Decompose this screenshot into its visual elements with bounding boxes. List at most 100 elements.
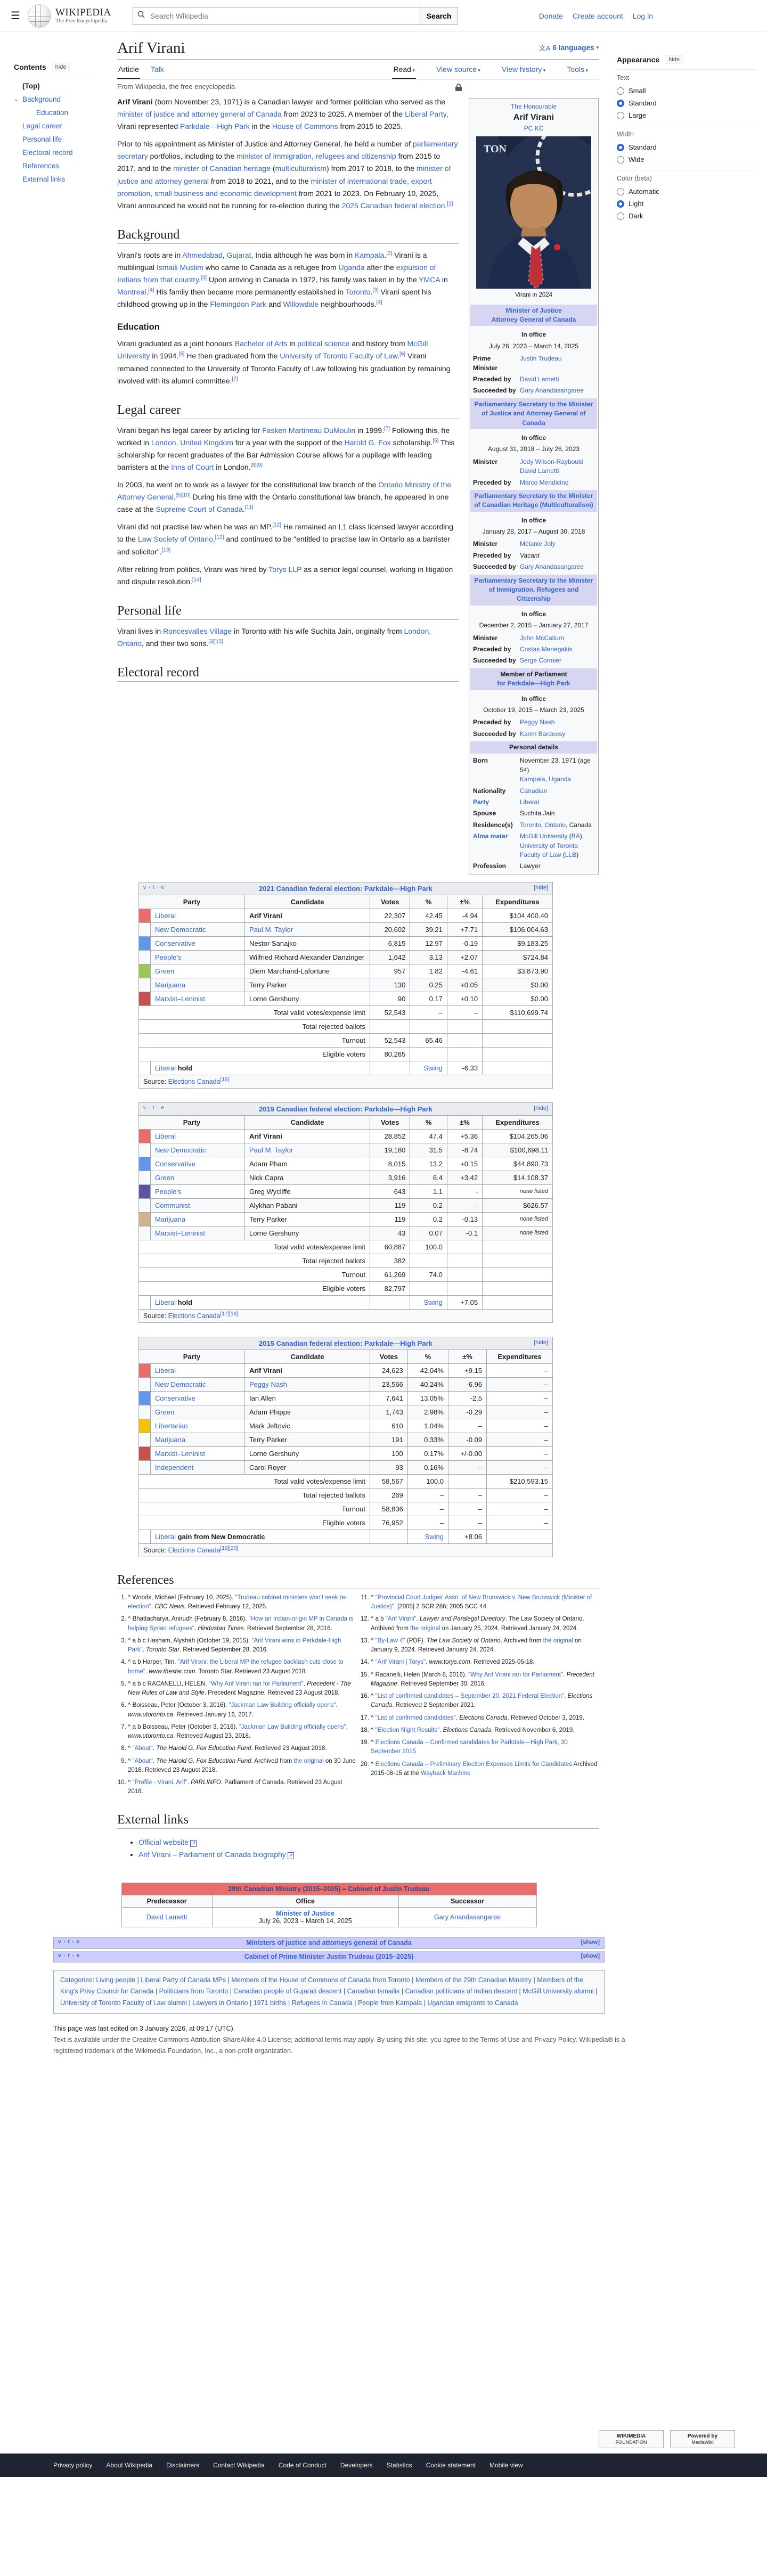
search-input[interactable] [149,11,420,21]
category-link[interactable]: Politicians from Toronto [159,1988,229,1996]
reference-item[interactable]: ^ "Arif Virani | Torys". www.torys.com. … [371,1658,599,1667]
party-link[interactable]: New Democratic [155,1380,206,1388]
view-tab[interactable]: View source ▾ [436,65,481,73]
radio-icon[interactable] [617,200,624,208]
party-link[interactable]: Marxist–Leninist [155,994,205,1003]
radio-option[interactable]: Wide [617,153,757,166]
article-tab[interactable]: Article [117,61,140,79]
toc-item[interactable]: ⌄ References [14,159,96,173]
wikimedia-foundation-badge[interactable]: WIKIMEDIA FOUNDATION [599,2430,664,2449]
radio-icon[interactable] [617,99,624,107]
footer-link[interactable]: Mobile view [489,2461,523,2469]
reference-item[interactable]: ^ a b "Arif Virani". Lawyer and Paralega… [371,1615,599,1633]
radio-option[interactable]: Dark [617,210,757,222]
category-link[interactable]: Members of the House of Commons of Canad… [231,1976,410,1984]
party-link[interactable]: Green [155,1173,175,1182]
header-link[interactable]: Create account [572,11,623,20]
reference-item[interactable]: ^ Racanelli, Helen (March 8, 2016). "Why… [371,1671,599,1689]
category-link[interactable]: Members of the 29th Canadian Ministry [415,1976,532,1984]
navbox-title[interactable]: Ministers of justice and attorneys gener… [246,1939,412,1947]
hold-party-link[interactable]: Liberal [155,1532,176,1541]
reference-item[interactable]: ^ "About". The Harold G. Fox Education F… [128,1757,356,1776]
party-link[interactable]: Liberal [155,1132,176,1140]
party-link[interactable]: Liberal [155,911,176,920]
view-tab[interactable]: Tools ▾ [567,65,588,73]
infobox-postnominals[interactable]: PC KC [524,124,544,132]
reference-item[interactable]: ^ "List of confirmed candidates – Septem… [371,1692,599,1711]
powered-by-mediawiki-badge[interactable]: Powered by MediaWiki [670,2430,735,2449]
toc-item[interactable]: ⌄ External links [14,173,96,186]
languages-button[interactable]: 文A 6 languages ▾ [539,43,599,53]
footer-link[interactable]: Developers [340,2461,373,2469]
footer-link[interactable]: Disclaimers [166,2461,200,2469]
radio-option[interactable]: Standard [617,97,757,109]
party-link[interactable]: Marijuana [155,980,186,989]
radio-option[interactable]: Large [617,109,757,121]
search-bar[interactable] [132,6,420,25]
navbox-title[interactable]: Cabinet of Prime Minister Justin Trudeau… [244,1953,414,1961]
party-link[interactable]: Conservative [155,1159,195,1168]
hold-party-link[interactable]: Liberal [155,1298,176,1306]
category-link[interactable]: Members of the King's Privy Council for … [60,1976,584,1996]
footer-link[interactable]: Cookie statement [426,2461,476,2469]
vte-links[interactable]: v · t · e [58,1953,80,1959]
portrait-photo[interactable]: TON [476,136,591,289]
category-link[interactable]: University of Toronto Faculty of Law alu… [60,1999,187,2007]
show-toggle[interactable]: [show] [581,1953,600,1960]
category-link[interactable]: Canadian people of Gujarati descent [233,1988,342,1996]
party-link[interactable]: New Democratic [155,925,206,934]
footer-link[interactable]: Privacy policy [53,2461,93,2469]
show-toggle[interactable]: [show] [581,1939,600,1946]
category-link[interactable]: Refugees in Canada [291,1999,353,2007]
radio-option[interactable]: Small [617,85,757,97]
category-link[interactable]: Lawyers in Ontario [192,1999,248,2007]
radio-icon[interactable] [617,87,624,95]
reference-item[interactable]: ^ Bhattacharya, Anirudh (February 8, 201… [128,1615,356,1633]
toc-hide-button[interactable]: hide [51,63,70,71]
election-table-title[interactable]: 2015 Canadian federal election: Parkdale… [259,1339,433,1347]
infobox-honorific[interactable]: The Honourable [510,103,557,110]
party-link[interactable]: Marxist–Leninist [155,1449,205,1458]
reference-item[interactable]: ^ Woods, Michael (February 10, 2025). "T… [128,1593,356,1612]
categories-link[interactable]: Categories [60,1976,93,1984]
category-link[interactable]: Ugandan emigrants to Canada [427,1999,518,2007]
external-link[interactable]: Arif Virani – Parliament of Canada biogr… [138,1850,286,1859]
hold-party-link[interactable]: Liberal [155,1064,176,1072]
party-link[interactable]: Marijuana [155,1435,186,1444]
reference-item[interactable]: ^ a b c Hasham, Alyshah (October 19, 201… [128,1637,356,1655]
reference-item[interactable]: ^ "Provincial Court Judges' Assn. of New… [371,1593,599,1612]
swing-link[interactable]: Swing [423,1064,443,1072]
article-tab[interactable]: Talk [150,65,164,73]
hamburger-menu-icon[interactable]: ☰ [11,10,20,22]
toc-item[interactable]: ⌄ Personal life [14,133,96,146]
radio-option[interactable]: Standard [617,141,757,153]
hide-toggle[interactable]: [hide] [534,1105,548,1111]
footer-link[interactable]: Code of Conduct [278,2461,327,2469]
party-link[interactable]: Independent [155,1463,194,1471]
party-link[interactable]: Green [155,1408,175,1416]
swing-link[interactable]: Swing [423,1298,443,1306]
reference-item[interactable]: ^ a b Boisseau, Peter (October 3, 2016).… [128,1723,356,1741]
toc-item[interactable]: ⌄ Legal career [14,119,96,133]
footer-link[interactable]: About Wikipedia [106,2461,153,2469]
reference-item[interactable]: ^ Boisseau, Peter (October 3, 2016). "Ja… [128,1701,356,1720]
party-link[interactable]: Green [155,967,175,975]
election-table-title[interactable]: 2019 Canadian federal election: Parkdale… [259,1105,433,1113]
header-link[interactable]: Log in [632,11,653,20]
external-link[interactable]: Official website [138,1837,189,1846]
reference-item[interactable]: ^ "Profile - Virani, Arif". PARLINFO. Pa… [128,1778,356,1797]
party-link[interactable]: Liberal [155,1366,176,1375]
reference-item[interactable]: ^ "List of confirmed candidates". Electi… [371,1714,599,1723]
toc-item[interactable]: ⌄ Education [14,106,96,119]
party-link[interactable]: Conservative [155,939,195,947]
header-link[interactable]: Donate [538,11,563,20]
wikipedia-logo[interactable]: WIKIPEDIA The Free Encyclopedia [27,4,111,28]
reference-item[interactable]: ^ "By-Law 4" (PDF). The Law Society of O… [371,1637,599,1655]
radio-icon[interactable] [617,212,624,220]
view-tab[interactable]: View history ▾ [502,65,546,73]
radio-icon[interactable] [617,143,624,151]
reference-item[interactable]: ^ "About". The Harold G. Fox Education F… [128,1744,356,1753]
party-link[interactable]: People's [155,1187,182,1196]
hide-toggle[interactable]: [hide] [534,1339,548,1346]
footer-link[interactable]: Statistics [386,2461,412,2469]
